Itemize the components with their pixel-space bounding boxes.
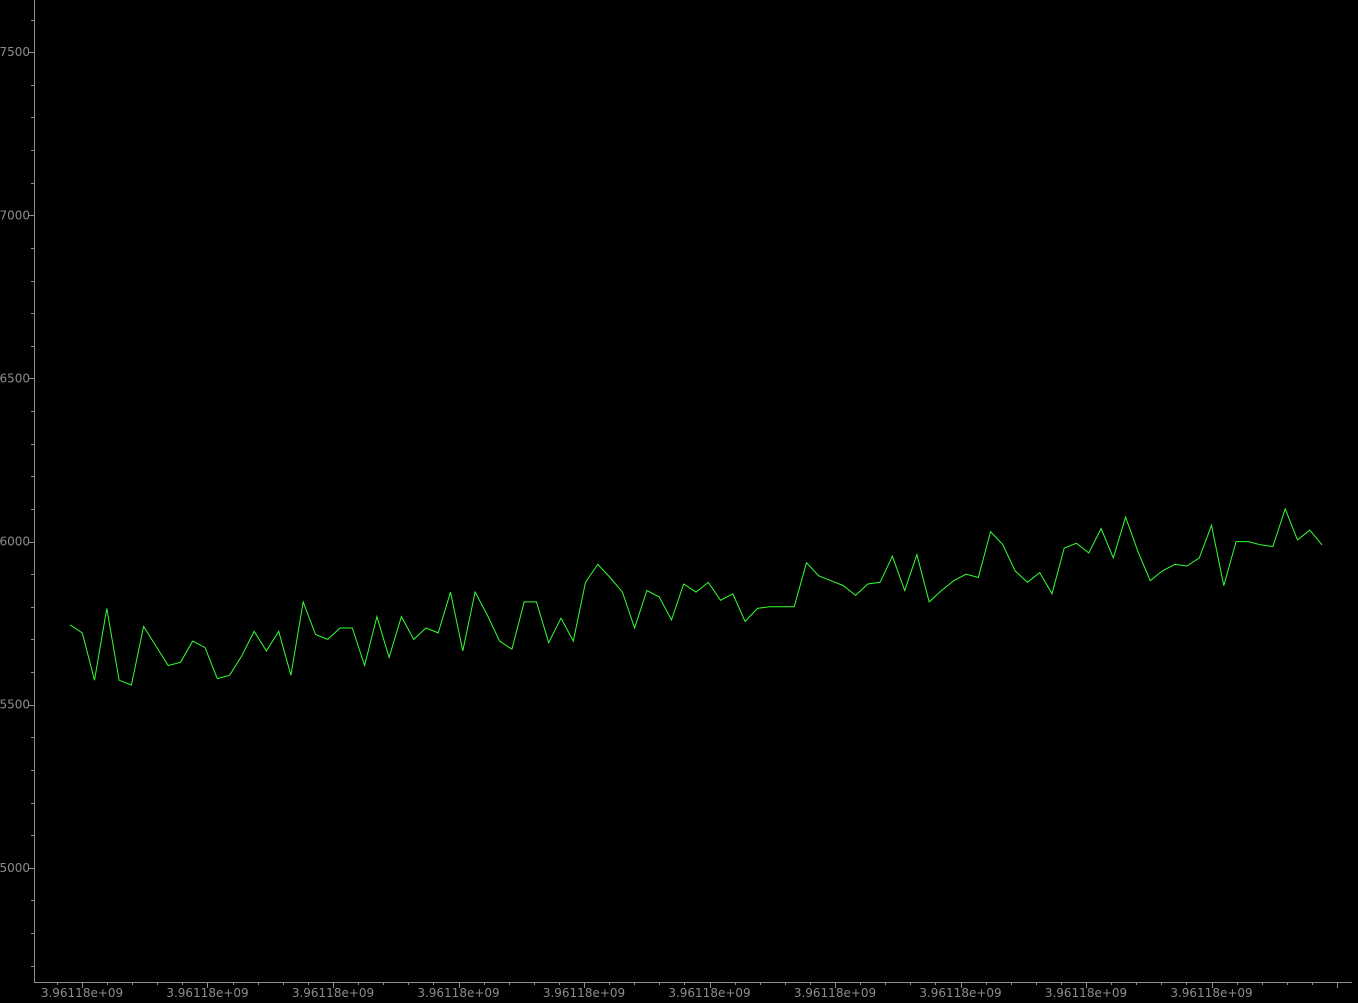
y-tick-label: 7000 [0, 208, 30, 222]
x-tick-label: 3.96118e+09 [543, 986, 625, 1000]
x-tick-label: 3.96118e+09 [417, 986, 499, 1000]
x-tick-label: 3.96118e+09 [919, 986, 1001, 1000]
x-tick-label: 3.96118e+09 [1170, 986, 1252, 1000]
series-line-0 [69, 507, 1323, 686]
y-tick-label: 5000 [0, 861, 30, 875]
x-tick-label: 3.96118e+09 [1045, 986, 1127, 1000]
series-layer [69, 507, 1323, 686]
axes [34, 0, 1352, 983]
x-tick-label: 3.96118e+09 [668, 986, 750, 1000]
y-axis-ticks: 5000 5500 6000 6500 7000 7500 [0, 20, 34, 967]
y-tick-label: 6000 [0, 535, 30, 549]
x-axis-ticks: 3.96118e+09 3.96118e+09 3.96118e+09 3.96118… [41, 982, 1338, 1000]
y-tick-label: 6500 [0, 371, 30, 385]
y-tick-label: 7500 [0, 45, 30, 59]
x-tick-label: 3.96118e+09 [794, 986, 876, 1000]
x-tick-label: 3.96118e+09 [41, 986, 123, 1000]
x-tick-label: 3.96118e+09 [292, 986, 374, 1000]
x-tick-label: 3.96118e+09 [166, 986, 248, 1000]
y-tick-label: 5500 [0, 698, 30, 712]
